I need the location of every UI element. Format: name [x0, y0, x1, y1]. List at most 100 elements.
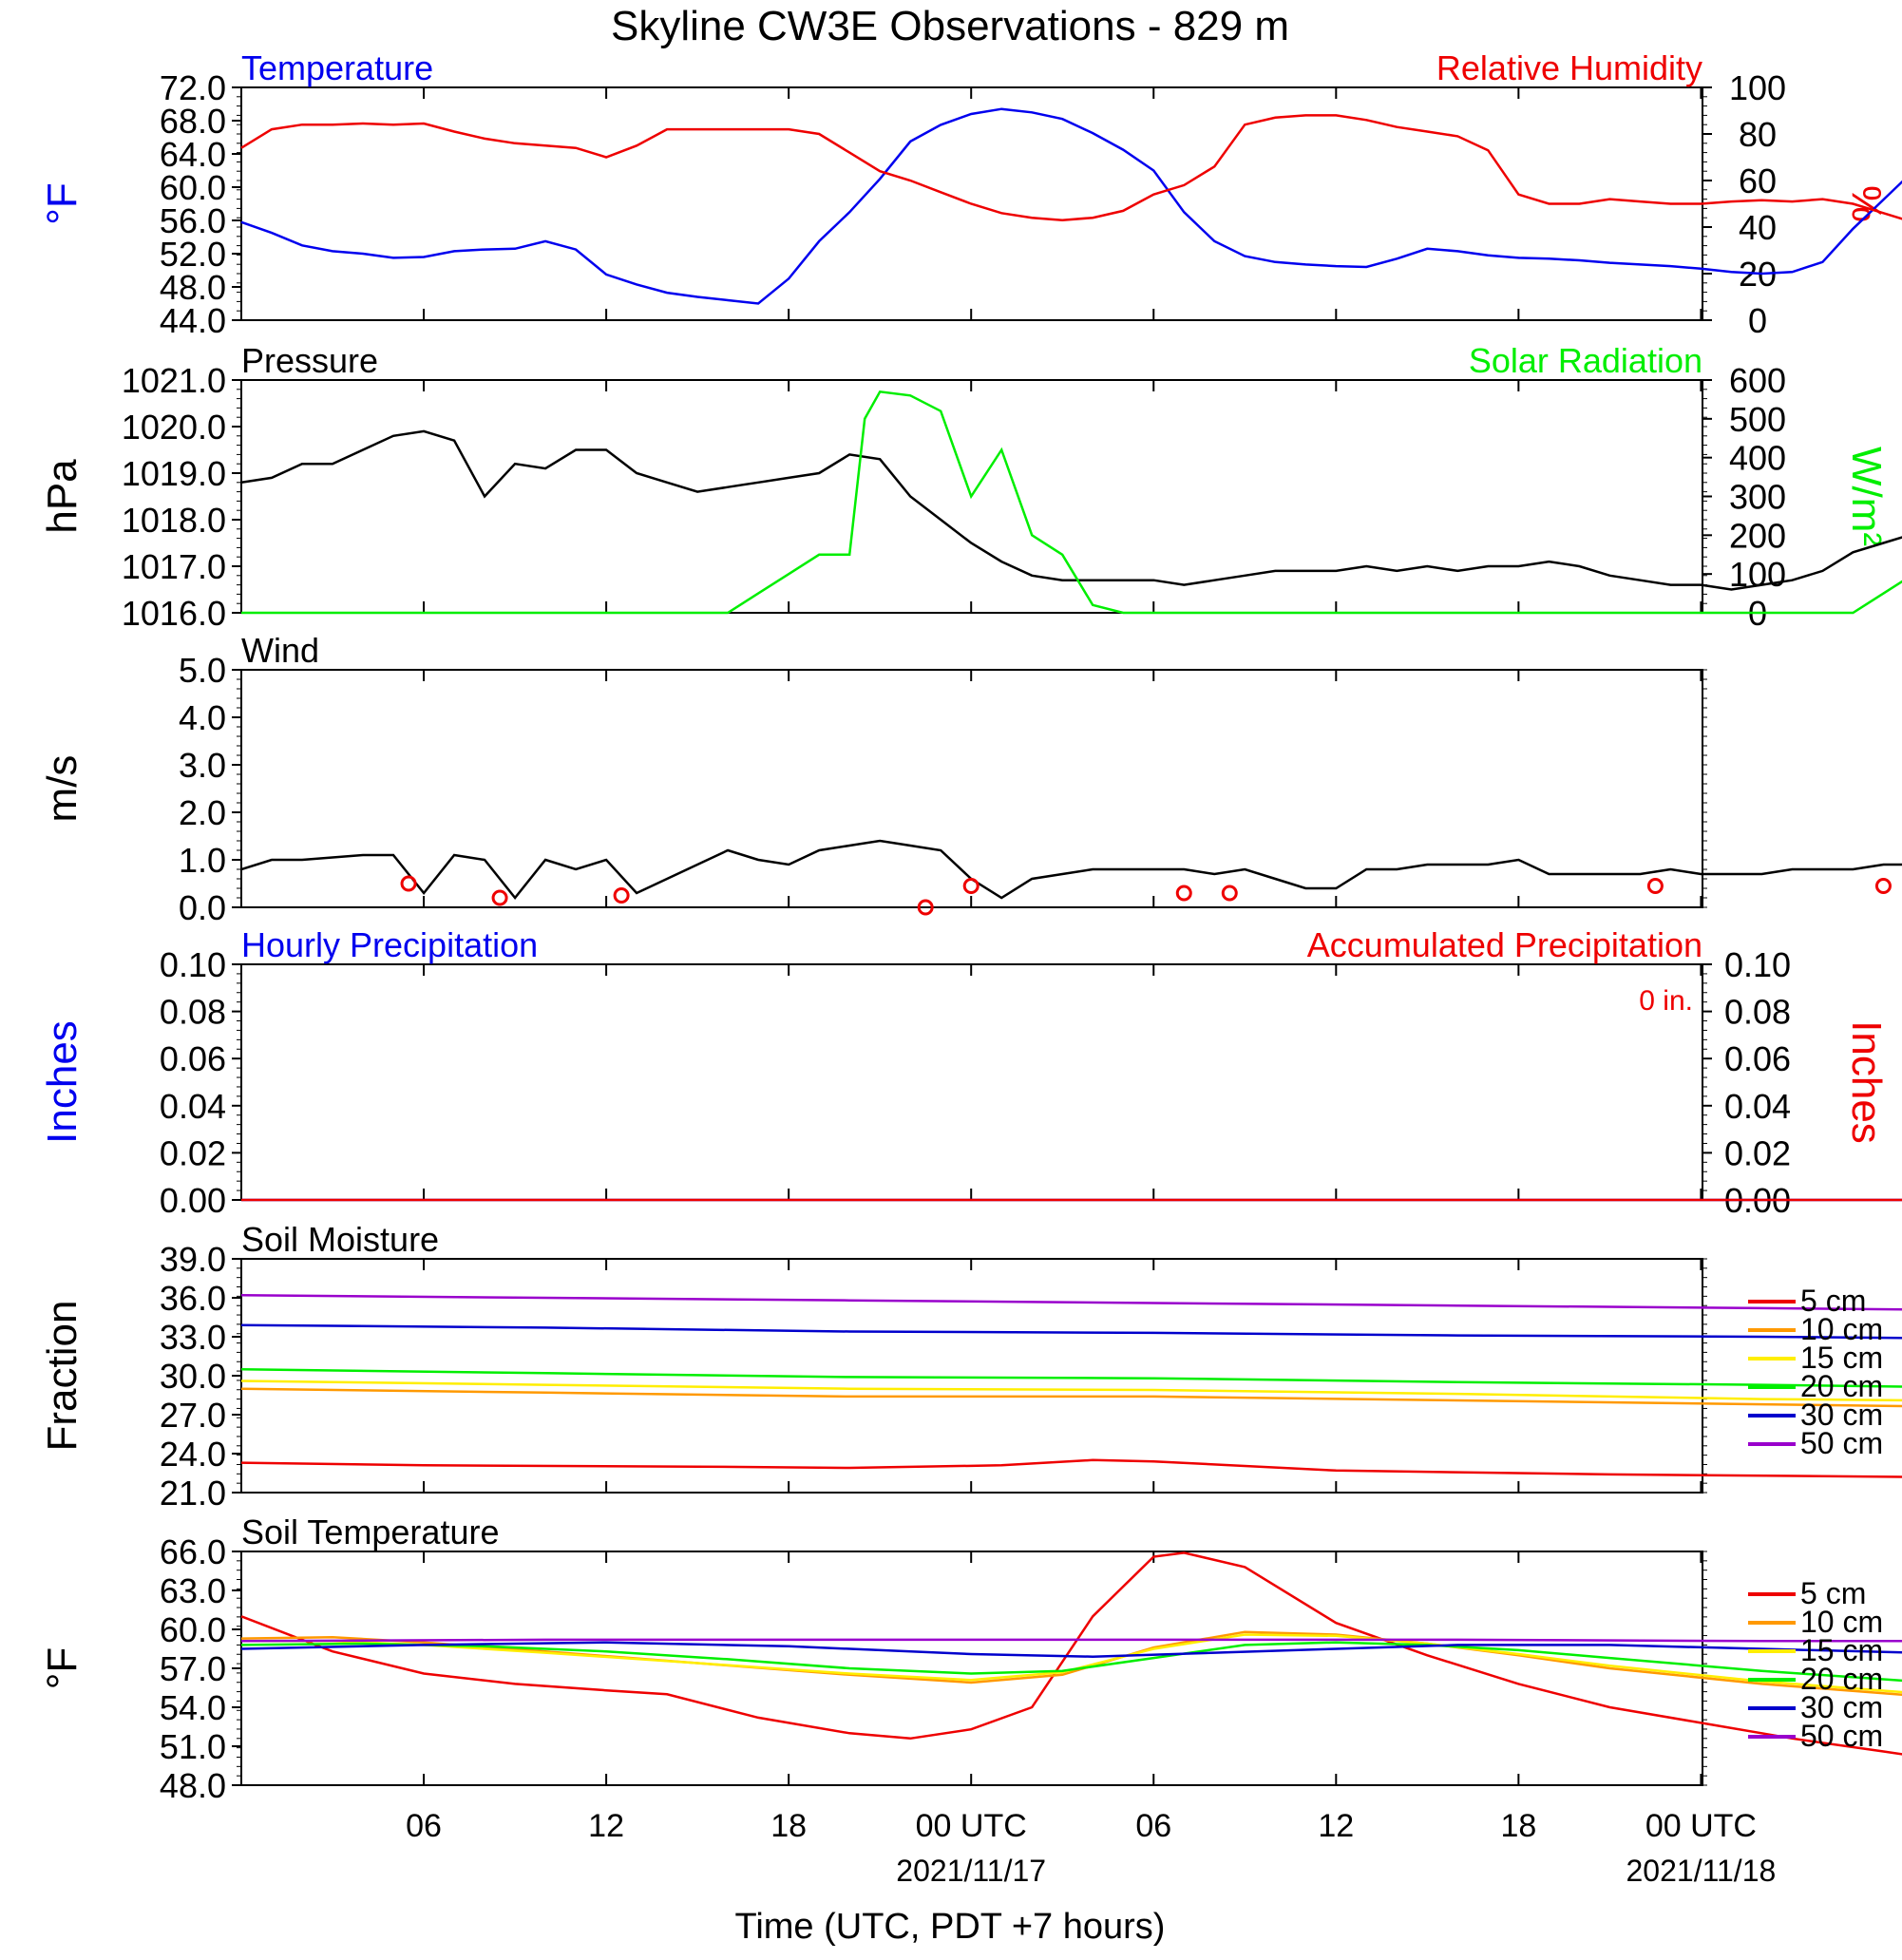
chart-title: Skyline CW3E Observations - 829 m — [611, 3, 1289, 49]
y-tick-label-right: 0.08 — [1724, 993, 1791, 1032]
y-tick-label-left: 1016.0 — [122, 594, 226, 633]
calm-wind-marker — [1221, 885, 1238, 902]
x-date-label: 2021/11/18 — [1626, 1854, 1777, 1888]
y-axis-label-left: hPa — [39, 459, 86, 534]
y-tick-label-left: 33.0 — [160, 1318, 226, 1357]
y-axis-label-left: °F — [39, 1647, 86, 1689]
legend-label: 15 cm — [1800, 1633, 1883, 1667]
panel-pressure: 1021.0 1020.0 1019.0 1018.0 1017.0 1016.0 6005… — [39, 341, 1902, 633]
y-tick-label-right: 0.02 — [1724, 1133, 1791, 1172]
plot-frame — [240, 1551, 1703, 1786]
x-date-label: 2021/11/17 — [896, 1854, 1046, 1888]
y-tick-label-left: 0.04 — [160, 1087, 226, 1126]
y-tick-label-left: 4.0 — [179, 698, 226, 737]
y-tick-label-right: 100 — [1729, 68, 1786, 107]
legend-label: 10 cm — [1800, 1605, 1883, 1639]
y-tick-label-left: 21.0 — [160, 1474, 226, 1513]
y-tick-label-left: 1021.0 — [122, 361, 226, 400]
panel-right-label: Relative Humidity — [1436, 48, 1702, 87]
calm-wind-marker — [1175, 885, 1192, 902]
plot-frame — [240, 963, 1703, 1201]
y-tick-label-left: 68.0 — [160, 102, 226, 141]
y-tick-label-left: 51.0 — [160, 1727, 226, 1766]
y-tick-label-left: 48.0 — [160, 1766, 226, 1805]
y-tick-label-left: 1020.0 — [122, 408, 226, 447]
y-tick-label-left: 1019.0 — [122, 454, 226, 493]
x-tick-label: 00 UTC — [916, 1808, 1027, 1844]
y-tick-label-right: 200 — [1729, 516, 1786, 555]
series-solar-radiation — [241, 390, 1902, 615]
y-axis-label-left: m/s — [39, 755, 86, 823]
y-tick-label-right: 0 — [1748, 301, 1767, 340]
panel-wind: 5.0 4.0 3.0 2.0 1.0 0.0 Wind m/s — [39, 631, 1902, 927]
panel-right-label: Solar Radiation — [1469, 341, 1702, 380]
y-tick-label-left: 1017.0 — [122, 547, 226, 586]
y-tick-label-left: 44.0 — [160, 301, 226, 340]
legend-label: 30 cm — [1800, 1398, 1883, 1432]
y-tick-label-left: 0.0 — [179, 888, 226, 927]
x-tick-label: 18 — [770, 1808, 807, 1844]
plot-frame — [240, 1258, 1703, 1494]
y-tick-label-right: 0.04 — [1724, 1087, 1791, 1126]
y-tick-label-left: 0.00 — [160, 1181, 226, 1220]
x-tick-label: 18 — [1500, 1808, 1536, 1844]
y-tick-label-left: 2.0 — [179, 793, 226, 832]
y-tick-label-left: 1018.0 — [122, 501, 226, 540]
legend-label: 20 cm — [1800, 1369, 1883, 1403]
y-tick-label-left: 56.0 — [160, 201, 226, 240]
series-5-cm — [240, 1551, 1902, 1756]
y-tick-label-left: 39.0 — [160, 1240, 226, 1279]
series-20-cm — [240, 1641, 1902, 1683]
y-tick-label-left: 54.0 — [160, 1688, 226, 1727]
legend-label: 50 cm — [1800, 1426, 1883, 1460]
y-tick-label-left: 48.0 — [160, 268, 226, 307]
x-tick-label: 06 — [1135, 1808, 1171, 1844]
panel-soil-temperature: 66.063.060.057.054.051.048.0 Soil Tempera… — [39, 1513, 1902, 1805]
series-temperature — [240, 107, 1902, 305]
y-axis-label-left: Inches — [39, 1020, 86, 1144]
x-axis-label: Time (UTC, PDT +7 hours) — [735, 1907, 1166, 1947]
x-tick-label: 12 — [1318, 1808, 1354, 1844]
y-tick-label-left: 36.0 — [160, 1279, 226, 1318]
y-tick-label-left: 27.0 — [160, 1396, 226, 1435]
y-tick-label-left: 57.0 — [160, 1649, 226, 1688]
panel-right-label: Accumulated Precipitation — [1307, 925, 1702, 964]
panel-left-label: Temperature — [241, 48, 433, 87]
x-tick-label: 12 — [588, 1808, 624, 1844]
x-tick-label: 06 — [406, 1808, 442, 1844]
calm-wind-marker — [962, 878, 980, 894]
panel-left-label: Pressure — [241, 341, 378, 380]
panel-hourly-precipitation: 0.10 0.08 0.06 0.04 0.02 0.00 0.10 0.08 0.06 0.04… — [39, 925, 1902, 1220]
calm-wind-marker — [1874, 878, 1892, 894]
panel-temperature: 72.068.064.060.056.052.048.044.0 100 80 60 4… — [39, 48, 1902, 340]
panel-left-label: Soil Moisture — [241, 1220, 439, 1259]
y-tick-label-right: 300 — [1729, 478, 1786, 517]
y-axis-label-right: Inches — [1843, 1020, 1890, 1144]
series-relative-humidity — [240, 114, 1902, 221]
panel-soil-moisture: 39.036.033.030.027.024.021.0 Soil Moistur… — [39, 1220, 1902, 1513]
y-tick-label-left: 52.0 — [160, 235, 226, 274]
panel-left-label: Soil Temperature — [241, 1513, 499, 1551]
series-50-cm — [240, 1638, 1902, 1643]
y-tick-label-left: 3.0 — [179, 746, 226, 785]
series-30-cm — [240, 1323, 1902, 1340]
y-tick-label-left: 0.02 — [160, 1133, 226, 1172]
calm-wind-marker — [400, 875, 417, 892]
y-tick-label-right: 600 — [1729, 361, 1786, 400]
legend-label: 15 cm — [1800, 1341, 1883, 1375]
y-tick-label-left: 66.0 — [160, 1532, 226, 1571]
y-tick-label-left: 30.0 — [160, 1357, 226, 1396]
y-tick-label-left: 64.0 — [160, 135, 226, 174]
series-10-cm — [240, 1387, 1902, 1408]
y-tick-label-right: 400 — [1729, 439, 1786, 478]
series-50-cm — [240, 1294, 1902, 1311]
y-tick-label-left: 0.10 — [160, 945, 226, 984]
legend-label: 50 cm — [1800, 1719, 1883, 1753]
plot-frame — [240, 669, 1703, 908]
y-tick-label-right: 0.06 — [1724, 1039, 1791, 1078]
series-5-cm — [240, 1458, 1902, 1478]
series-20-cm — [240, 1367, 1902, 1388]
y-tick-label-right: 500 — [1729, 400, 1786, 439]
